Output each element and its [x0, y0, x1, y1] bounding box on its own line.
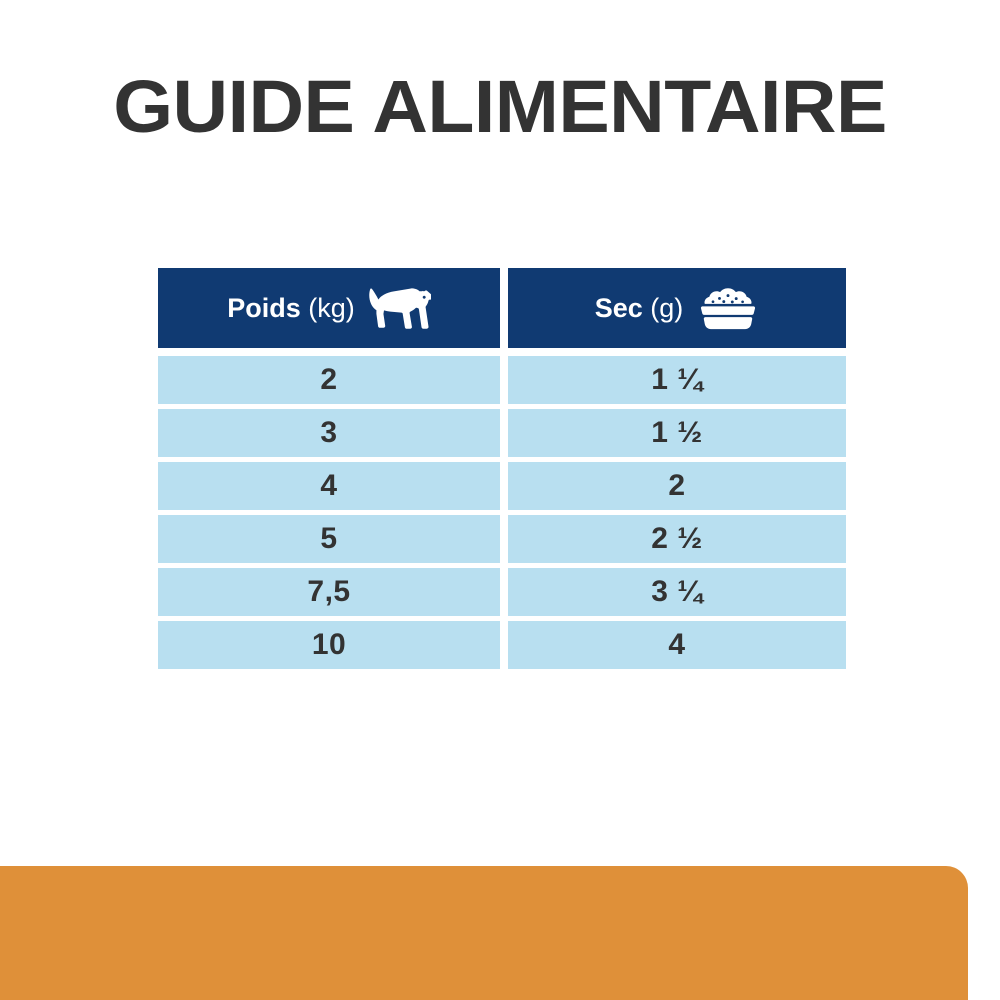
cell-weight-value: 2	[320, 363, 338, 396]
table-header-row: Poids (kg) Sec (g)	[158, 268, 846, 348]
cell-weight-value: 3	[320, 416, 338, 449]
column-gutter	[500, 568, 508, 616]
cell-dry: 3 ¼	[508, 568, 846, 616]
column-gutter	[500, 462, 508, 510]
column-header-weight-label: Poids (kg)	[227, 293, 355, 324]
cell-dry-value: 2	[668, 469, 686, 502]
cell-weight: 10	[158, 621, 500, 669]
cell-weight: 4	[158, 462, 500, 510]
cell-dry-value: 2 ½	[651, 522, 703, 555]
cell-dry: 2 ½	[508, 515, 846, 563]
column-header-dry-title: Sec	[594, 292, 643, 323]
column-gutter	[500, 356, 508, 404]
table-row: 4 2	[158, 462, 846, 510]
column-header-dry-label: Sec (g)	[595, 293, 684, 324]
dog-icon	[369, 287, 431, 329]
cell-weight-value: 4	[320, 469, 338, 502]
cell-weight: 3	[158, 409, 500, 457]
column-header-dry: Sec (g)	[508, 268, 846, 348]
column-gutter	[500, 409, 508, 457]
footer-band	[0, 866, 968, 1000]
table-row: 3 1 ½	[158, 409, 846, 457]
table-row: 2 1 ¼	[158, 356, 846, 404]
cell-dry-value: 1 ½	[651, 416, 703, 449]
cell-dry-value: 3 ¼	[651, 575, 703, 608]
table-row: 10 4	[158, 621, 846, 669]
cell-weight: 5	[158, 515, 500, 563]
column-header-weight-unit: (kg)	[308, 292, 355, 323]
column-header-weight: Poids (kg)	[158, 268, 500, 348]
column-gutter	[500, 515, 508, 563]
cell-dry: 4	[508, 621, 846, 669]
table-row: 5 2 ½	[158, 515, 846, 563]
cell-dry: 1 ¼	[508, 356, 846, 404]
column-header-weight-title: Poids	[227, 292, 301, 323]
cell-dry: 2	[508, 462, 846, 510]
feeding-guide-table: Poids (kg) Sec (g)	[158, 268, 846, 674]
column-gutter	[500, 621, 508, 669]
page-title: GUIDE ALIMENTAIRE	[113, 65, 887, 148]
cell-weight-value: 5	[320, 522, 338, 555]
cell-weight: 7,5	[158, 568, 500, 616]
column-header-dry-unit: (g)	[650, 292, 684, 323]
table-row: 7,5 3 ¼	[158, 568, 846, 616]
column-gutter	[500, 268, 508, 348]
cell-dry: 1 ½	[508, 409, 846, 457]
cell-dry-value: 1 ¼	[651, 363, 703, 396]
food-bowl-icon	[697, 286, 759, 330]
cell-weight-value: 10	[311, 628, 347, 661]
cell-weight-value: 7,5	[307, 575, 351, 608]
cell-dry-value: 4	[668, 628, 686, 661]
cell-weight: 2	[158, 356, 500, 404]
